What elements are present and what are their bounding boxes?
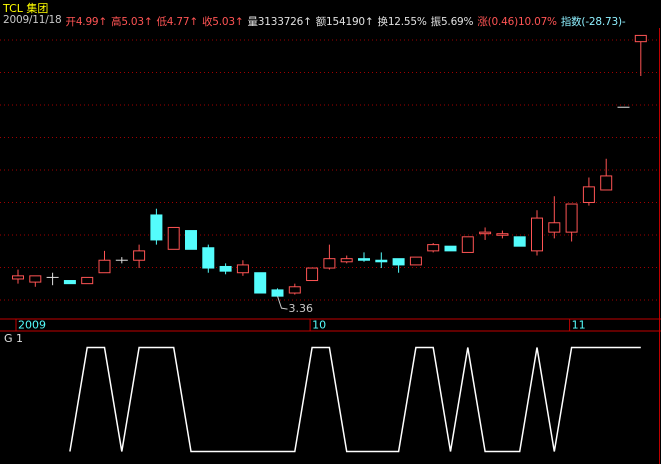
- annotation-leader: [277, 295, 288, 310]
- candle-body: [392, 258, 405, 266]
- candle-body: [427, 244, 440, 252]
- candle-body: [133, 250, 146, 261]
- candle-body: [496, 233, 509, 236]
- candle-body: [63, 280, 76, 285]
- quote-item: 高5.03↑: [111, 16, 153, 28]
- candle-body: [254, 272, 267, 294]
- candle-body: [600, 175, 613, 191]
- quote-item: 量3133726↑: [247, 16, 312, 28]
- candle-body: [409, 256, 422, 266]
- quote-bar: 2009/11/18 开4.99↑ 高5.03↑ 低4.77↑ 收5.03↑ 量31337…: [3, 14, 659, 29]
- candle-body: [185, 230, 197, 250]
- indicator-line: [69, 346, 641, 453]
- x-tick-label: 2009: [18, 319, 46, 332]
- low-annotation: 3.36: [289, 302, 314, 315]
- candle-body: [323, 258, 336, 269]
- quote-item: 开4.99↑: [65, 16, 108, 28]
- candle-body: [340, 258, 353, 263]
- candle-body: [12, 275, 24, 280]
- quote-item: 收5.03↑: [201, 16, 244, 28]
- candle-body: [548, 222, 561, 233]
- x-tick-label: 10: [312, 319, 326, 332]
- candle-body: [531, 217, 543, 252]
- candle-body: [565, 203, 578, 233]
- candle-body: [150, 214, 163, 241]
- candle-body: [306, 267, 319, 282]
- candle-body: [461, 236, 474, 253]
- candle-body: [358, 258, 370, 261]
- stock-name: TCL 集团: [3, 2, 49, 15]
- indicator-title: G 1: [4, 332, 23, 345]
- x-tick-label: 11: [572, 319, 586, 332]
- candle-body: [375, 259, 388, 263]
- candle-body: [219, 265, 232, 272]
- candle-body: [98, 259, 111, 274]
- candle-body: [288, 286, 301, 294]
- quote-item: 低4.77↑: [156, 16, 199, 28]
- candle-body: [479, 231, 492, 235]
- candle-body: [513, 236, 526, 247]
- quote-item: 额154190↑: [315, 16, 374, 28]
- candle-body: [444, 245, 457, 252]
- candle-body: [236, 264, 249, 274]
- quote-item: 振5.69%: [430, 16, 474, 28]
- candle-body: [634, 34, 647, 43]
- candle-body: [29, 275, 42, 283]
- candle-body: [271, 289, 284, 297]
- quote-item: 涨(0.46)10.07%: [477, 16, 557, 28]
- candle-body: [167, 226, 180, 250]
- candle-body: [582, 186, 595, 203]
- candle-body: [81, 276, 94, 285]
- quote-item: 2009/11/18: [3, 14, 62, 26]
- candle-body: [202, 247, 215, 269]
- quote-item: 换12.55%: [377, 16, 427, 28]
- quote-item: 指数(-28.73)-: [560, 16, 626, 28]
